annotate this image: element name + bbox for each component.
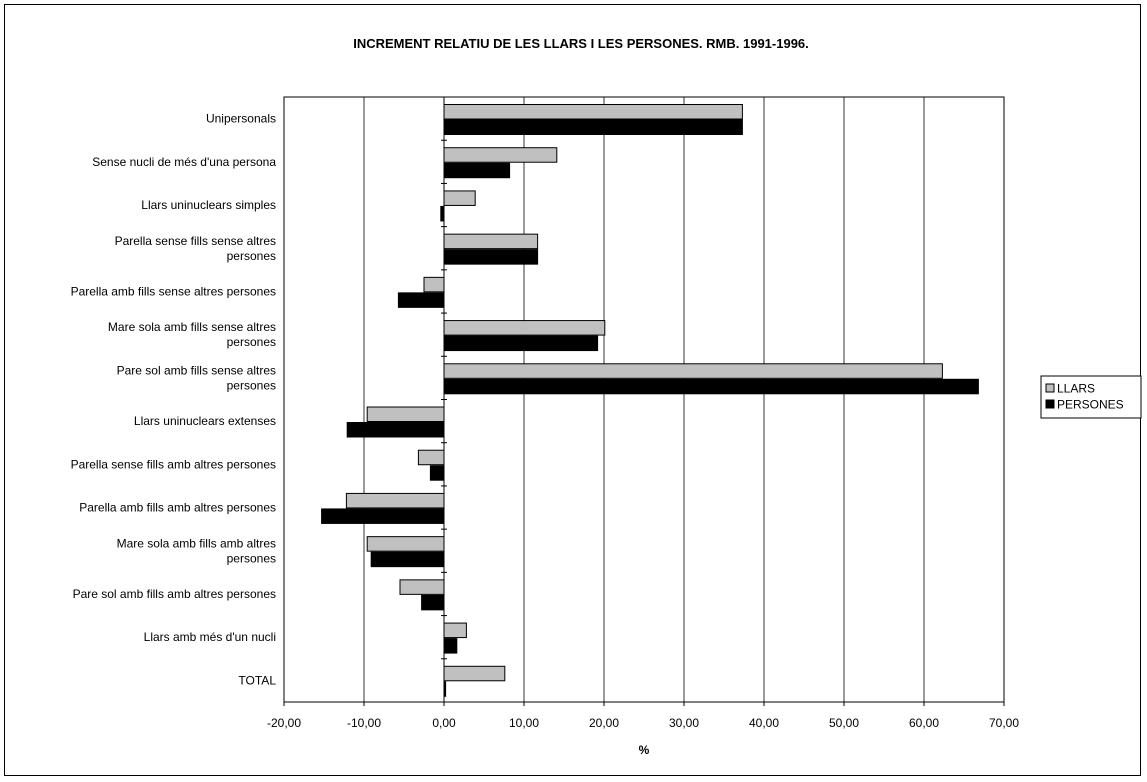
legend-swatch (1045, 383, 1055, 393)
x-tick-label: -10,00 (347, 716, 381, 730)
category-label-line: Mare sola amb fills amb altres (117, 536, 276, 550)
category-label: Llars amb més d'un nucli (144, 630, 276, 644)
bar-persones (346, 422, 445, 438)
legend-label: LLARS (1057, 382, 1095, 396)
x-tick-label: 40,00 (749, 716, 779, 730)
bar-llars (443, 190, 476, 206)
category-label: Parella sense fills amb altres persones (71, 457, 276, 471)
category-label-line: persones (227, 335, 276, 349)
bar-persones (443, 249, 539, 265)
x-tick-label: 10,00 (509, 716, 539, 730)
category-label-line: Pare sol amb fills amb altres persones (73, 587, 276, 601)
category-label-line: Mare sola amb fills sense altres (108, 320, 276, 334)
x-axis-label: % (639, 743, 650, 757)
legend-box (1040, 375, 1142, 419)
bar-persones (443, 638, 458, 654)
category-label-line: Parella sense fills sense altres (115, 234, 276, 248)
category-label-line: Sense nucli de més d'una persona (92, 155, 276, 169)
category-label-line: persones (227, 249, 276, 263)
category-label: Parella amb fills sense altres persones (71, 284, 276, 298)
legend-label: PERSONES (1057, 398, 1124, 412)
bar-llars (366, 536, 445, 552)
bar-llars (443, 104, 743, 120)
x-tick-label: 30,00 (669, 716, 699, 730)
x-tick-label: -20,00 (267, 716, 301, 730)
category-label: Parella amb fills amb altres persones (79, 501, 276, 515)
category-label-line: Parella amb fills amb altres persones (79, 501, 276, 515)
x-tick-label: 60,00 (909, 716, 939, 730)
category-label: TOTAL (238, 673, 276, 687)
bar-llars (399, 579, 445, 595)
bar-llars (345, 492, 445, 509)
category-label-line: Unipersonals (206, 112, 276, 126)
category-label: Unipersonals (206, 112, 276, 126)
bar-persones (397, 292, 445, 308)
category-label-line: Llars amb més d'un nucli (144, 630, 276, 644)
bar-llars (443, 665, 506, 682)
category-label-line: Parella amb fills sense altres persones (71, 284, 276, 298)
category-label: Sense nucli de més d'una persona (92, 155, 276, 169)
legend: LLARS PERSONES (1040, 375, 1142, 419)
category-label-line: Llars uninuclears extenses (134, 414, 276, 428)
bar-persones (443, 119, 743, 135)
bar-llars (443, 147, 558, 163)
bar-llars (417, 449, 445, 466)
plot-border (283, 96, 1005, 703)
bar-llars (366, 406, 445, 422)
bar-persones (370, 551, 445, 568)
bar-llars (423, 276, 445, 293)
x-tick-label: 0,00 (432, 716, 456, 730)
category-label-line: Llars uninuclears simples (141, 198, 276, 212)
x-tick-label: 70,00 (989, 716, 1019, 730)
bar-persones (443, 162, 511, 179)
category-label: Pare sol amb fills amb altres persones (73, 587, 276, 601)
bar-persones (321, 508, 445, 524)
category-label-line: persones (227, 378, 276, 392)
bar-llars (443, 320, 606, 336)
chart-title: INCREMENT RELATIU DE LES LLARS I LES PER… (353, 36, 809, 51)
bar-llars (443, 233, 539, 250)
x-tick-label: 50,00 (829, 716, 859, 730)
category-label: Llars uninuclears simples (141, 198, 276, 212)
bar-persones (421, 594, 445, 611)
plot-area: -20,00 -10,00 0,00 10,00 20,00 30,00 40,00 50,0… (71, 96, 1019, 730)
bar-llars (443, 363, 943, 379)
bar-llars (443, 622, 467, 639)
x-tick-label: 20,00 (589, 716, 619, 730)
category-label-line: persones (227, 551, 276, 565)
bar-persones (429, 465, 445, 481)
category-label-line: Parella sense fills amb altres persones (71, 457, 276, 471)
category-label-line: Pare sol amb fills sense altres (117, 363, 276, 377)
bar-persones (443, 335, 599, 352)
category-label: Llars uninuclears extenses (134, 414, 276, 428)
category-label-line: TOTAL (238, 673, 276, 687)
legend-swatch (1045, 399, 1055, 409)
bar-persones (443, 378, 979, 395)
